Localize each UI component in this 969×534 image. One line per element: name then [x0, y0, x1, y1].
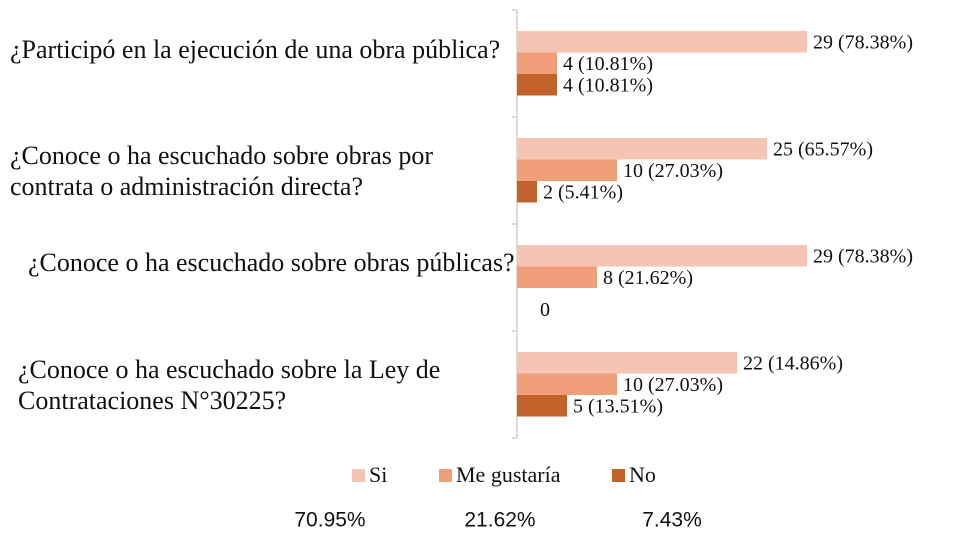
bar	[517, 245, 807, 267]
value-label: 25 (65.57%)	[773, 138, 873, 160]
bar	[517, 74, 557, 96]
category-label: ¿Conoce o ha escuchado sobre obras públi…	[28, 248, 515, 277]
value-label: 8 (21.62%)	[603, 267, 693, 289]
value-label: 4 (10.81%)	[563, 53, 653, 75]
value-label: 10 (27.03%)	[623, 160, 723, 182]
annotation: 70.95%	[294, 509, 365, 532]
bar	[517, 159, 617, 181]
bar	[517, 395, 567, 417]
legend-label: Si	[369, 462, 387, 487]
legend-swatch	[352, 469, 365, 482]
value-label: 29 (78.38%)	[813, 31, 913, 53]
bar	[517, 138, 767, 160]
category-label: ¿Conoce o ha escuchado sobre obras por c…	[10, 141, 434, 201]
bar	[517, 31, 807, 53]
value-label: 0	[540, 299, 550, 321]
category-label: ¿Participó en la ejecución de una obra p…	[10, 35, 501, 64]
value-label: 4 (10.81%)	[563, 74, 653, 96]
bar	[517, 52, 557, 74]
value-label: 29 (78.38%)	[813, 245, 913, 267]
legend-swatch	[439, 469, 452, 482]
value-label: 10 (27.03%)	[623, 374, 723, 396]
value-label: 5 (13.51%)	[573, 395, 663, 417]
bar	[517, 181, 537, 203]
legend-swatch	[612, 469, 625, 482]
legend-label: Me gustaría	[456, 462, 561, 487]
bar	[517, 373, 617, 395]
legend-label: No	[629, 462, 656, 487]
bar	[517, 266, 597, 288]
value-label: 2 (5.41%)	[543, 181, 623, 203]
value-label: 22 (14.86%)	[743, 352, 843, 374]
category-label: ¿Conoce o ha escuchado sobre la Ley de C…	[18, 355, 441, 415]
annotation: 21.62%	[464, 509, 535, 532]
bar	[517, 352, 737, 374]
annotation: 7.43%	[642, 509, 702, 532]
